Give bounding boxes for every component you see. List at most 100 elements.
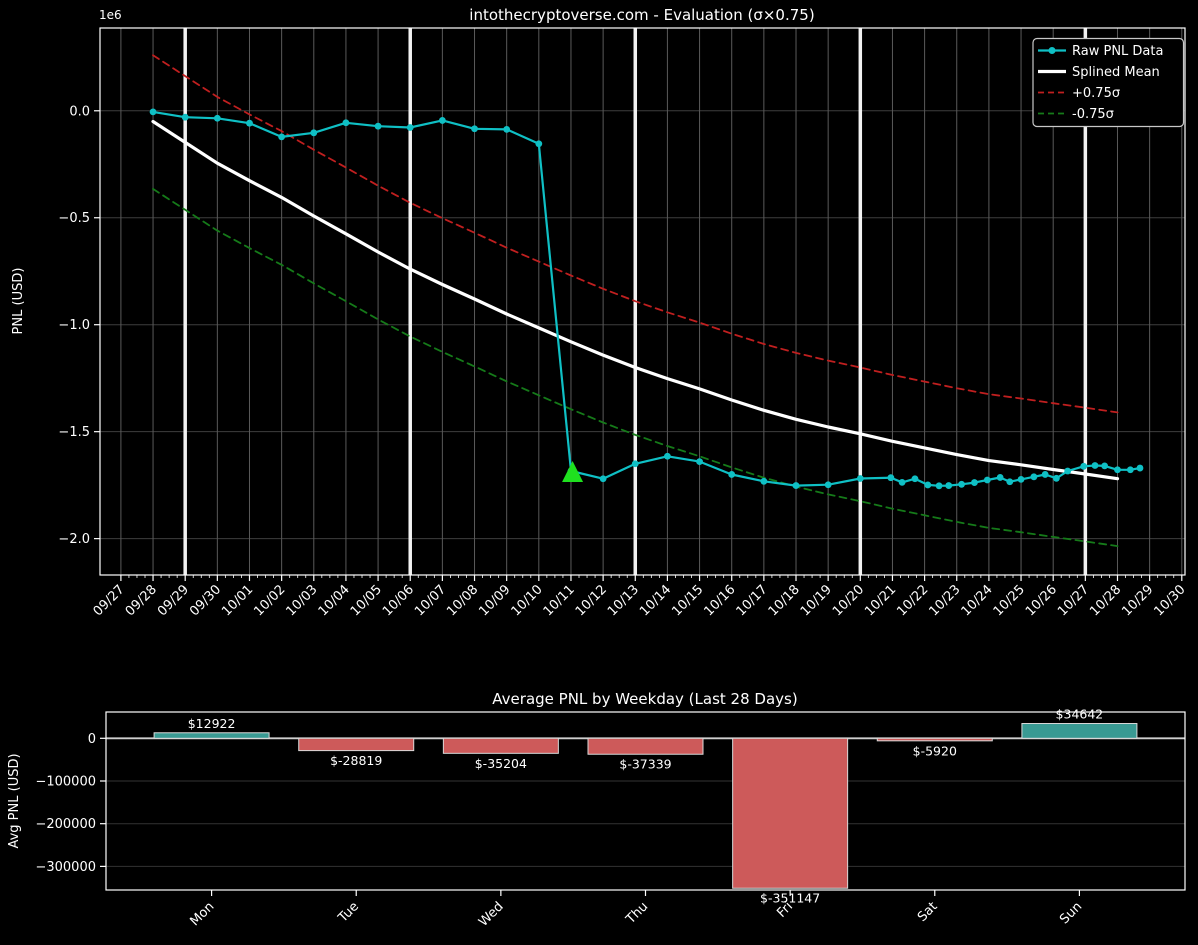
legend-label-plus-sigma: +0.75σ xyxy=(1072,86,1120,101)
raw-pnl-point xyxy=(213,114,221,122)
bar-value-label: $-28819 xyxy=(330,753,382,768)
x-tick-label-date: 10/13 xyxy=(605,582,642,619)
series-line--0-75- xyxy=(152,54,1119,414)
raw-pnl-point xyxy=(971,479,978,486)
raw-pnl-point xyxy=(374,122,382,130)
x-tick-label-date: 10/28 xyxy=(1087,582,1124,619)
x-tick-label-date: 10/21 xyxy=(862,582,899,619)
top-chart-axes xyxy=(94,27,1186,581)
bar-value-label: $-37339 xyxy=(619,757,671,772)
weekday-bar-sun xyxy=(1021,723,1138,739)
x-tick-label-date: 10/05 xyxy=(348,582,385,619)
y-tick-label: −300000 xyxy=(35,860,96,875)
legend-box xyxy=(1032,37,1185,128)
x-tick-label-date: 10/18 xyxy=(766,582,803,619)
raw-pnl-point xyxy=(924,481,932,489)
raw-pnl-point xyxy=(1053,474,1060,482)
x-tick-label-date: 09/28 xyxy=(123,582,160,619)
y-tick-label: −200000 xyxy=(35,817,96,832)
y-tick-label: 0.0 xyxy=(69,104,90,119)
y-axis-offset-label: 1e6 xyxy=(99,8,122,22)
x-tick-label-date: 09/27 xyxy=(91,582,128,619)
legend-marker-dot xyxy=(1048,47,1056,54)
raw-pnl-point xyxy=(406,124,414,131)
y-tick-label: −0.5 xyxy=(58,211,90,226)
x-tick-label-date: 10/29 xyxy=(1119,582,1156,619)
series-line-splined-mean xyxy=(151,119,1120,481)
x-tick-label-date: 10/04 xyxy=(316,582,353,619)
legend-entry-plus-sigma: +0.75σ xyxy=(1038,86,1120,101)
bottom-y-axis-label: Avg PNL (USD) xyxy=(7,753,22,848)
top-chart-border xyxy=(99,27,1186,576)
legend-label-splined-mean: Splined Mean xyxy=(1072,65,1160,80)
bottom-chart-title: Average PNL by Weekday (Last 28 Days) xyxy=(492,690,797,708)
raw-pnl-point xyxy=(728,471,736,478)
x-tick-label-date: 10/08 xyxy=(444,582,481,619)
bar-value-label: $12922 xyxy=(188,716,236,731)
x-tick-label-date: 10/02 xyxy=(251,582,288,619)
raw-pnl-point xyxy=(1064,467,1072,475)
raw-pnl-point xyxy=(149,108,157,116)
legend-label-minus-sigma: -0.75σ xyxy=(1072,107,1114,122)
raw-pnl-point xyxy=(1136,464,1144,472)
raw-pnl-point xyxy=(535,140,543,148)
series-line--0-75- xyxy=(152,187,1119,547)
raw-pnl-point xyxy=(1006,478,1014,486)
event-marker-layer xyxy=(562,460,584,482)
raw-pnl-point xyxy=(342,119,350,127)
x-tick-label-date: 10/24 xyxy=(959,582,996,619)
raw-pnl-point xyxy=(599,475,607,483)
raw-pnl-point xyxy=(181,113,189,121)
x-tick-label-date: 10/26 xyxy=(1023,582,1060,619)
x-tick-label-date: 10/14 xyxy=(637,582,674,619)
x-tick-label-weekday: Sat xyxy=(915,899,941,925)
x-tick-label-date: 10/30 xyxy=(1152,582,1189,619)
raw-pnl-point xyxy=(471,125,478,133)
legend-entry-splined-mean: Splined Mean xyxy=(1038,65,1160,80)
weekday-bar-thu xyxy=(587,737,704,755)
raw-pnl-point xyxy=(792,482,800,489)
x-tick-label-date: 10/22 xyxy=(894,582,931,619)
x-tick-label-weekday: Wed xyxy=(476,899,507,930)
legend-label-raw-pnl: Raw PNL Data xyxy=(1072,44,1163,59)
raw-pnl-point xyxy=(1114,466,1121,474)
raw-pnl-point xyxy=(1041,471,1049,478)
raw-pnl-point xyxy=(310,129,318,137)
weekday-bar-tue xyxy=(298,737,415,752)
x-tick-label-weekday: Thu xyxy=(623,899,652,928)
series-line-raw-pnl-data xyxy=(151,110,1142,487)
x-tick-label-weekday: Tue xyxy=(335,899,362,926)
bar-value-label: $34642 xyxy=(1056,707,1104,722)
raw-pnl-point xyxy=(1080,462,1088,470)
x-tick-label-date: 10/12 xyxy=(573,582,610,619)
weekday-bar-wed xyxy=(442,737,559,754)
weekday-bars: $12922 $-28819 $-35204 $-37339 $-351147 $-592… xyxy=(153,707,1138,906)
raw-pnl-point xyxy=(856,475,864,482)
raw-pnl-point xyxy=(945,482,953,489)
y-tick-label: −1.5 xyxy=(58,425,90,440)
x-tick-label-date: 10/11 xyxy=(541,582,578,619)
raw-pnl-point xyxy=(1091,462,1099,469)
bar-value-label: $-35204 xyxy=(475,756,527,771)
x-tick-label-date: 10/09 xyxy=(476,582,513,619)
legend-entry-raw-pnl: Raw PNL Data xyxy=(1038,44,1163,59)
x-tick-label-date: 10/07 xyxy=(412,582,449,619)
x-tick-label-date: 10/20 xyxy=(830,582,867,619)
x-tick-label-date: 10/19 xyxy=(798,582,835,619)
x-tick-label-weekday: Mon xyxy=(187,899,217,929)
y-tick-label: 0 xyxy=(88,732,96,747)
raw-pnl-point xyxy=(935,482,943,490)
x-tick-label-date: 10/06 xyxy=(380,582,417,619)
x-tick-label-date: 10/01 xyxy=(219,582,256,619)
raw-pnl-point xyxy=(898,478,906,486)
y-tick-label: −1.0 xyxy=(58,318,90,333)
x-tick-label-date: 10/03 xyxy=(284,582,321,619)
raw-pnl-point xyxy=(958,480,965,488)
weekday-bar-mon xyxy=(153,732,270,739)
x-tick-label-date: 10/17 xyxy=(734,582,771,619)
raw-pnl-point xyxy=(996,474,1004,481)
bottom-chart-tick-labels: Mon Tue Wed Thu Fri Sat Sun0−100000−200000−300… xyxy=(35,732,1085,930)
raw-pnl-point xyxy=(631,460,639,468)
